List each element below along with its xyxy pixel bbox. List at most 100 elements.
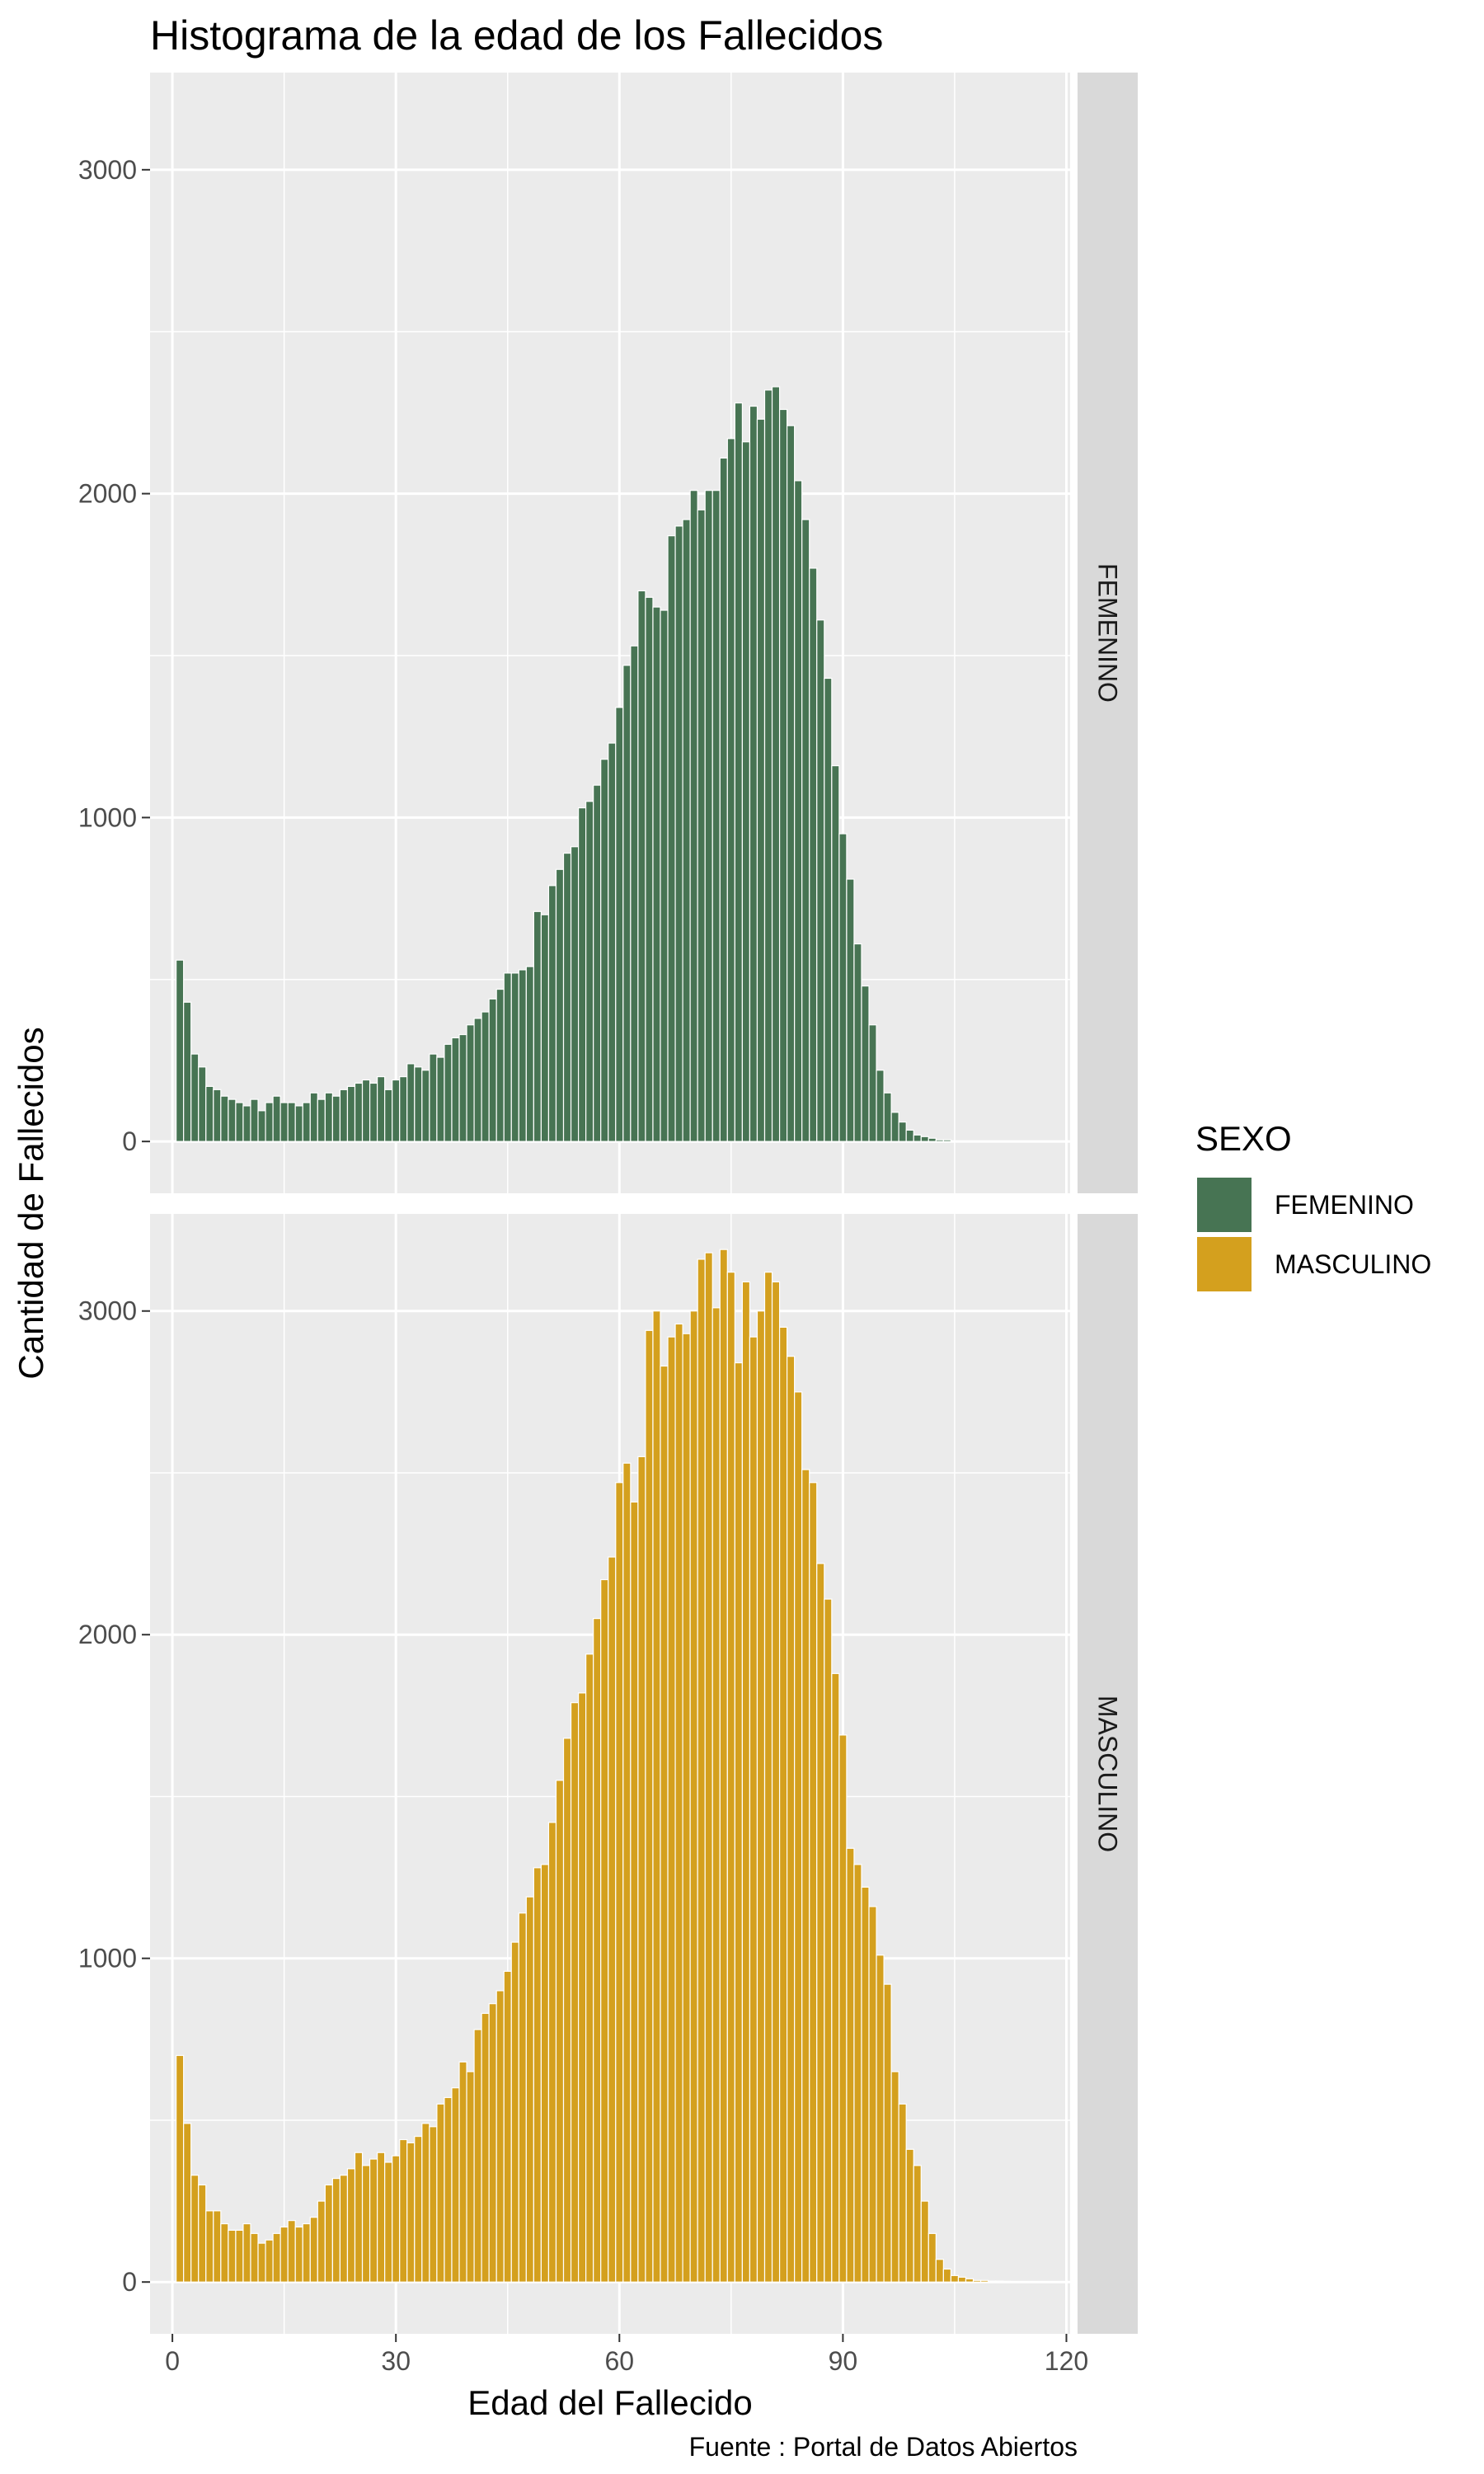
histogram-bar [324,1092,333,1142]
histogram-bar [809,567,818,1142]
histogram-bar [250,1098,259,1142]
histogram-bar [562,852,572,1142]
histogram-bar [763,1272,773,2283]
histogram-bar [176,959,185,1142]
histogram-bar [331,1095,341,1142]
histogram-bar [287,1102,296,1142]
histogram-bar [302,1102,311,1142]
histogram-bar [213,2210,222,2283]
histogram-bar [615,1482,624,2283]
histogram-bar [235,2229,244,2283]
histogram-bar [294,2226,303,2283]
histogram-bar [369,1082,378,1142]
histogram-bar [473,2029,482,2283]
histogram-bar [220,1095,229,1142]
histogram-bar [399,2138,408,2283]
histogram-bar [913,2165,922,2283]
histogram-bar [630,645,639,1142]
histogram-bar [555,868,565,1142]
histogram-bar [406,1063,416,1142]
histogram-bar [831,764,840,1142]
y-axis-title: Cantidad de Fallecidos [12,1027,50,1379]
histogram-bar [794,1391,803,2283]
panel-femenino: 0 1000 2000 3000 FEMENINO [78,73,1138,1193]
histogram-bar [987,2280,997,2283]
histogram-bar [674,1323,683,2283]
histogram-bar [198,2184,207,2283]
histogram-bar [682,519,691,1142]
histogram-bar [555,1780,565,2283]
histogram-bar [711,490,721,1142]
histogram-bar [756,1310,766,2283]
histogram-bar [876,1070,885,1142]
y-tick-label: 3000 [78,1296,137,1326]
legend-swatch [1197,1237,1252,1291]
histogram-bar [809,1482,818,2283]
histogram-bar [861,1886,870,2283]
histogram-bar [600,1578,609,2283]
histogram-bar [719,1249,728,2283]
histogram-bar [593,1618,602,2283]
histogram-bar [302,2222,311,2283]
histogram-bar [846,1847,855,2283]
facet-strip [1078,73,1138,1193]
histogram-bar [346,1085,356,1142]
histogram-bar [853,1864,862,2283]
histogram-bar [510,1941,519,2283]
histogram-bar [392,2155,401,2283]
histogram-bar [495,1990,505,2283]
histogram-bar [570,846,580,1142]
x-axis-title: Edad del Fallecido [467,2383,753,2422]
caption: Fuente : Portal de Datos Abiertos [689,2432,1078,2462]
histogram-bar [846,878,855,1142]
histogram-bar [861,985,870,1142]
bars [176,1249,1012,2283]
histogram-bar [771,386,781,1142]
histogram-bar [257,2242,266,2283]
histogram-bar [763,389,773,1142]
histogram-bar [533,910,542,1142]
facet-strip [1078,1214,1138,2334]
histogram-bar [838,833,848,1142]
histogram-bar [756,418,766,1142]
histogram-bar [361,1079,371,1142]
histogram-bar [406,2142,416,2283]
histogram-bar [481,2012,490,2283]
histogram-bar [928,2232,937,2283]
histogram-bar [213,1089,222,1142]
histogram-bar [287,2220,296,2283]
histogram-bar [525,1896,534,2283]
histogram-bar [481,1011,490,1142]
histogram-bar [577,807,587,1142]
histogram-bar [637,590,646,1142]
histogram-bar [935,2259,944,2283]
y-tick-label: 3000 [78,155,137,185]
histogram-bar [190,2175,200,2283]
histogram-bar [205,2210,214,2283]
histogram-bar [242,2222,251,2283]
histogram-bar [250,2232,259,2283]
histogram-bar [488,2003,497,2283]
histogram-bar [377,2152,386,2283]
histogram-bar [868,1024,877,1142]
histogram-bar [309,2217,318,2283]
histogram-bar [995,2280,1004,2283]
histogram-bar [868,1906,877,2283]
histogram-bar [540,914,550,1142]
histogram-bar [205,1085,214,1142]
histogram-bar [801,519,810,1142]
histogram-bar [704,1252,713,2283]
histogram-bar [562,1738,572,2283]
histogram-bar [905,2148,914,2283]
histogram-bar [421,1070,430,1142]
histogram-bar [876,1954,885,2283]
histogram-bar [704,490,713,1142]
histogram-bar [198,1066,207,1142]
y-tick-label: 2000 [78,1620,137,1649]
histogram-bar [585,1653,594,2283]
histogram-bar [898,1121,907,1142]
histogram-bar [518,969,527,1142]
histogram-bar [645,1329,654,2283]
histogram-bar [547,1822,557,2283]
histogram-bar [220,2222,229,2283]
